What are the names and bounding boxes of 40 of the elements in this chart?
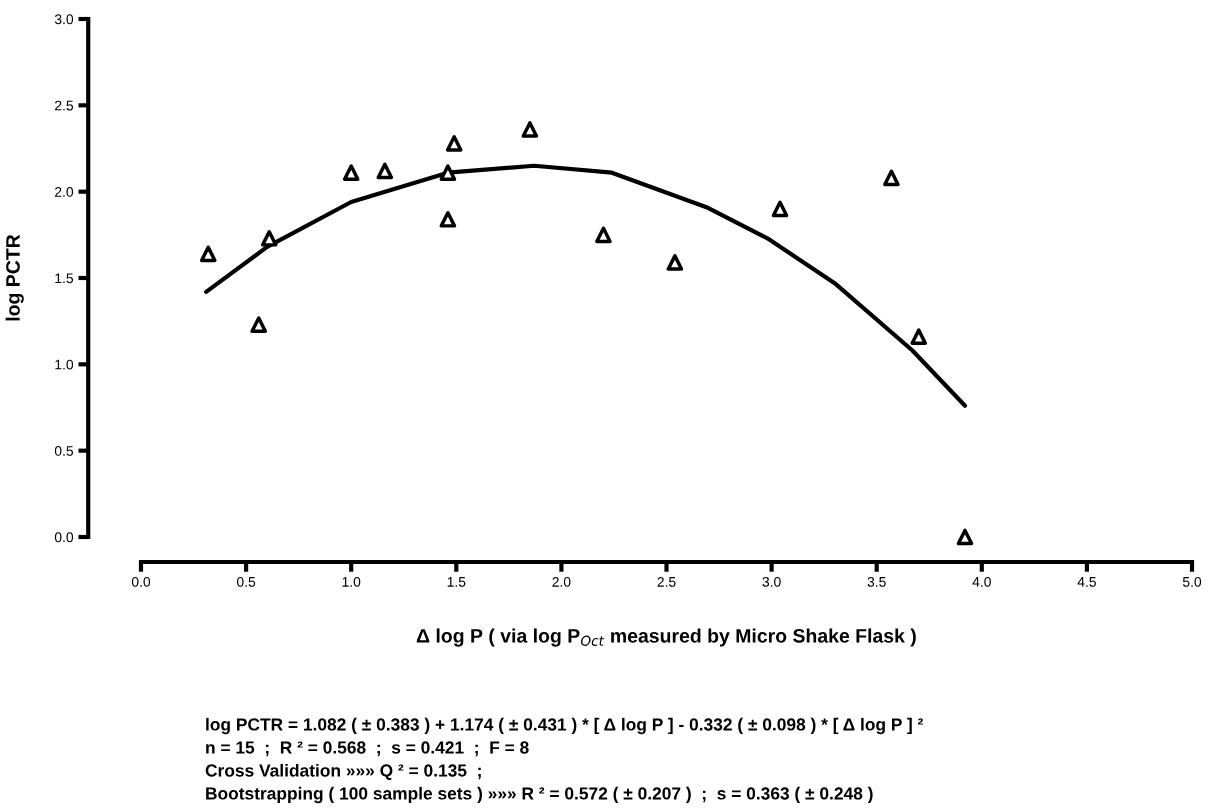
point bbox=[521, 121, 539, 138]
point bbox=[342, 164, 360, 181]
point bbox=[376, 162, 394, 180]
y-tick-label: 2.0 bbox=[55, 187, 74, 197]
point bbox=[666, 254, 684, 271]
x-tick-label: 4.5 bbox=[1077, 577, 1096, 587]
y-axis-title: log PCTR bbox=[5, 234, 24, 321]
x-tick-label: 0.5 bbox=[236, 576, 256, 587]
point bbox=[199, 245, 217, 263]
y-tick-label: 3.0 bbox=[54, 14, 74, 25]
x-tick-label: 1.5 bbox=[447, 577, 466, 587]
y-tick-label: 1.0 bbox=[55, 359, 74, 370]
y-tick-label: 2.5 bbox=[55, 100, 74, 111]
y-tick-label: 0.5 bbox=[54, 446, 74, 456]
x-tick-label: 4.0 bbox=[972, 576, 991, 587]
point bbox=[883, 169, 900, 187]
point bbox=[250, 316, 268, 333]
x-axis-title: Δ log P ( via log P$_{Oct}$ measured by Micro Shake Flask ) bbox=[416, 628, 916, 647]
x-tick-label: 3.0 bbox=[762, 576, 781, 587]
point bbox=[771, 200, 789, 218]
text: log PCTR = 1.082 ( ± 0.383 ) + 1.174 ( ± 0.431 ) * [ Δ log P ] - 0.332 ( ± 0.098 ) * [ Δ log P ] ² bbox=[206, 717, 923, 735]
point bbox=[910, 328, 928, 346]
y-tick-label: 1.5 bbox=[55, 273, 74, 284]
x-tick-label: 3.5 bbox=[867, 576, 886, 587]
point bbox=[595, 226, 612, 244]
text: Cross Validation »»» Q ² = 0.135 ; bbox=[205, 763, 481, 780]
x-tick-label: 2.5 bbox=[657, 576, 676, 587]
point bbox=[445, 134, 463, 152]
text: n = 15 ; R ² = 0.568 ; s = 0.421 ; F = 8 bbox=[206, 741, 529, 757]
x-tick-label: 1.0 bbox=[342, 576, 361, 587]
text: Bootstrapping ( 100 sample sets ) »»» R ² = 0.572 ( ± 0.207 ) ; s = 0.363 ( ± 0.248 ) bbox=[206, 786, 873, 804]
line-series bbox=[204, 163, 968, 408]
x-tick-label: 2.0 bbox=[552, 576, 571, 587]
point bbox=[439, 210, 457, 228]
point bbox=[956, 528, 974, 546]
y-tick-label: 0.0 bbox=[54, 532, 74, 543]
x-tick-label: 0.0 bbox=[131, 576, 151, 587]
point bbox=[260, 229, 278, 247]
x-tick-label: 5.0 bbox=[1182, 576, 1202, 587]
point bbox=[439, 164, 457, 181]
